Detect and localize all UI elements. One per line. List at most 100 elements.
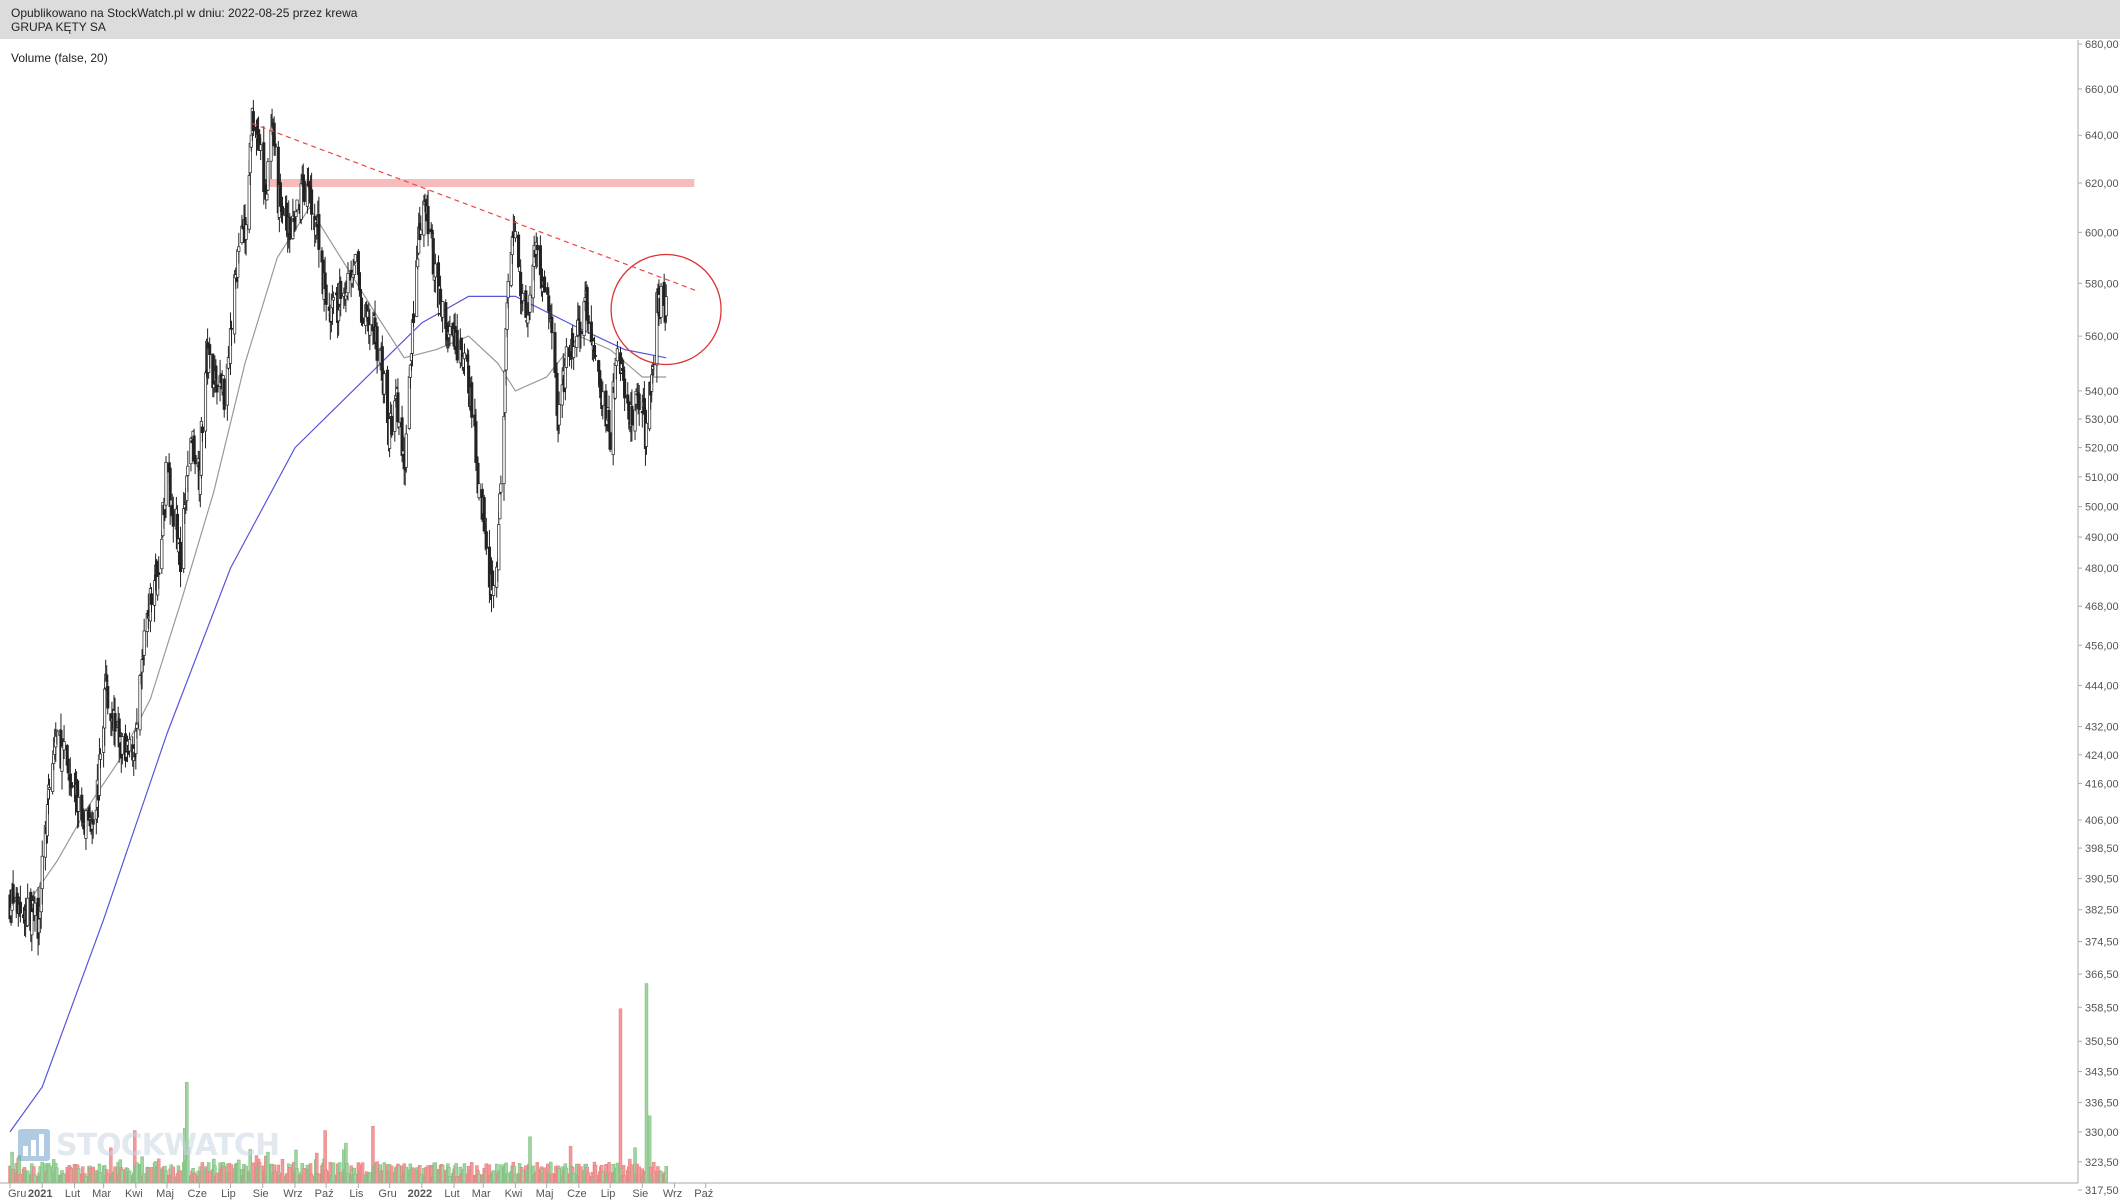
candle-body (563, 364, 567, 389)
candle-body (430, 230, 434, 235)
volume-bar (375, 1161, 379, 1184)
candle-body (40, 855, 44, 889)
candle-body (91, 819, 95, 825)
candle-body (484, 531, 488, 549)
candle-body (408, 364, 412, 378)
candle-body (506, 280, 510, 298)
y-tick-label: 330,00 (2085, 1127, 2119, 1139)
candle-body (593, 355, 598, 357)
volume-bar (382, 1162, 387, 1184)
candle-body (487, 546, 491, 588)
candle-body (160, 538, 164, 570)
candle-body (164, 461, 168, 506)
candle-body (259, 144, 263, 151)
volume-bar (630, 1164, 634, 1184)
x-tick-label: Lis (349, 1188, 364, 1200)
candle-body (262, 142, 266, 193)
candle-body (200, 426, 204, 434)
volume-bar (11, 1168, 15, 1184)
candle-body (77, 796, 81, 812)
volume-bar (280, 1159, 285, 1184)
candle-body (441, 301, 445, 318)
candle-body (142, 630, 146, 656)
volume-bar (178, 1170, 183, 1184)
candle-body (630, 405, 634, 426)
resistance-zone (266, 178, 695, 187)
volume-bar (215, 1172, 219, 1184)
candle-body (659, 285, 663, 318)
volume-bar (368, 1172, 372, 1184)
volume-bar (164, 1170, 168, 1184)
moving-average-2 (24, 206, 667, 909)
candle-body (543, 276, 547, 293)
candle-body (368, 324, 372, 336)
candle-body (225, 364, 229, 406)
candle-body (475, 456, 479, 461)
volume-bar (448, 1176, 452, 1184)
y-tick-label: 358,50 (2085, 1002, 2119, 1014)
volume-bar (579, 1166, 583, 1184)
x-tick-label: Maj (156, 1188, 174, 1200)
resistance-zone-layer (266, 178, 695, 187)
candle-body (222, 378, 226, 410)
y-tick-label: 510,00 (2085, 472, 2119, 484)
candle-body (182, 508, 186, 569)
candle-body (157, 572, 161, 576)
candle-body (611, 381, 615, 455)
y-tick-label: 680,00 (2085, 39, 2119, 51)
candle-body (517, 234, 521, 268)
y-tick-label: 432,00 (2085, 722, 2119, 734)
x-tick-label: Mar (472, 1188, 491, 1200)
candle-body (560, 384, 564, 406)
candle-body (422, 200, 426, 236)
volume-bar (404, 1166, 408, 1184)
candle-body (134, 730, 138, 754)
candle-body (524, 290, 528, 318)
candle-body (269, 130, 273, 162)
y-tick-label: 374,50 (2085, 937, 2119, 949)
volume-bar (470, 1162, 474, 1184)
candle-body (397, 422, 401, 428)
candle-body (244, 224, 248, 240)
candle-body (251, 111, 255, 132)
candle-body (382, 373, 386, 395)
candle-body (455, 329, 459, 361)
volume-bar (135, 1162, 139, 1184)
candle-body (505, 302, 509, 330)
candle-body (502, 416, 506, 485)
x-tick-label: Maj (536, 1188, 554, 1200)
logo-bars-icon (18, 1129, 50, 1161)
volume-bar (593, 1165, 598, 1184)
candle-body (608, 432, 612, 450)
volume-bar (40, 1161, 44, 1184)
volume-bar (664, 1166, 668, 1184)
candle-body (579, 330, 583, 334)
volume-bar (69, 1168, 74, 1184)
candle-body (497, 524, 501, 571)
volume-bar (258, 1166, 263, 1184)
candle-body (564, 346, 568, 368)
volume-bar (346, 1173, 350, 1184)
y-tick-label: 406,00 (2085, 815, 2119, 827)
volume-bar (127, 1170, 132, 1184)
y-tick-label: 490,00 (2085, 532, 2119, 544)
candle-body (120, 736, 124, 755)
candle-body (186, 465, 190, 476)
volume-bar (207, 1171, 212, 1184)
volume-bar (295, 1168, 299, 1184)
candle-body (582, 301, 586, 336)
candle-body (153, 580, 157, 606)
candle-body (47, 787, 52, 790)
x-tick-label: Kwi (505, 1188, 523, 1200)
candle-body (474, 421, 478, 463)
y-tick-label: 444,00 (2085, 680, 2119, 692)
volume-bar (149, 1167, 154, 1184)
volume-bar (55, 1167, 59, 1184)
candle-body (503, 370, 507, 413)
candle-body (599, 378, 603, 399)
volume-bar (76, 1168, 81, 1184)
volume-bar (521, 1170, 525, 1184)
candle-body (575, 335, 579, 348)
y-tick-label: 560,00 (2085, 331, 2119, 343)
